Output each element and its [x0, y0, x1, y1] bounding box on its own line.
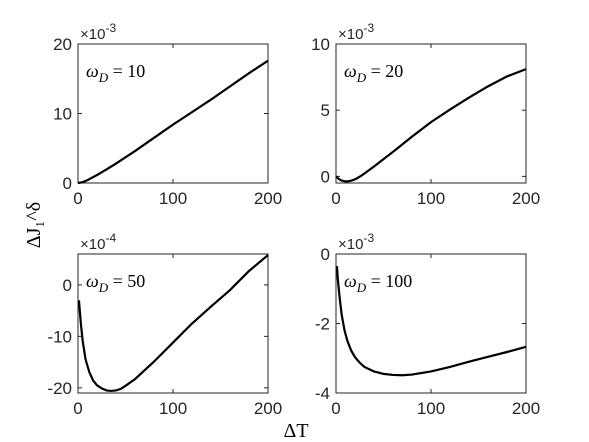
axes-frame — [77, 43, 269, 184]
axis-exponent-label: ×10-3 — [338, 21, 374, 43]
x-tick-label: 200 — [254, 189, 282, 208]
y-tick-label: -2 — [315, 315, 330, 334]
panel-omega-20: 0 100 200 0 5 10 ×10-3 ωD = 20 — [311, 21, 540, 208]
y-tick-label: 10 — [53, 105, 72, 124]
y-axis-label: ΔJ₁^δ — [23, 202, 45, 248]
series-line — [335, 266, 527, 377]
panel-annotation: ωD = 100 — [344, 271, 412, 295]
x-axis-label: ΔT — [283, 420, 308, 442]
axis-exponent-label: ×10-4 — [80, 231, 116, 253]
x-tick-label: 100 — [159, 189, 187, 208]
axes-frame — [335, 43, 527, 184]
x-tick-label: 100 — [417, 189, 445, 208]
y-tick-label: 10 — [311, 35, 330, 54]
x-tick-label: 0 — [73, 399, 82, 418]
series-line — [335, 68, 527, 183]
x-tick-label: 0 — [331, 189, 340, 208]
axes-frame — [77, 253, 269, 394]
y-tick-label: 0 — [321, 167, 330, 186]
x-tick-label: 200 — [512, 189, 540, 208]
y-tick-label: -10 — [47, 327, 72, 346]
panel-omega-100: 0 100 200 -4 -2 0 ×10-3 ωD = 100 — [315, 231, 540, 418]
x-tick-label: 0 — [73, 189, 82, 208]
svg-text:ΔJ₁^δ: ΔJ₁^δ — [23, 202, 45, 248]
x-tick-label: 100 — [417, 399, 445, 418]
y-tick-label: -4 — [315, 384, 330, 403]
x-tick-label: 100 — [159, 399, 187, 418]
x-tick-label: 200 — [254, 399, 282, 418]
series-line — [77, 254, 269, 393]
y-tick-label: -20 — [47, 379, 72, 398]
panel-omega-10: 0 100 200 0 10 20 ×10-3 ωD = 10 — [53, 21, 282, 208]
panel-annotation: ωD = 20 — [344, 61, 403, 85]
panel-omega-50: 0 100 200 -20 -10 0 ×10-4 ωD = 50 — [47, 231, 282, 418]
axis-exponent-label: ×10-3 — [338, 231, 374, 253]
panel-annotation: ωD = 50 — [86, 271, 145, 295]
axis-exponent-label: ×10-3 — [80, 21, 116, 43]
series-line — [77, 59, 269, 185]
panel-annotation: ωD = 10 — [86, 61, 145, 85]
x-tick-label: 0 — [331, 399, 340, 418]
y-tick-label: 0 — [63, 174, 72, 193]
y-tick-label: 5 — [321, 101, 330, 120]
y-tick-label: 0 — [321, 245, 330, 264]
x-tick-label: 200 — [512, 399, 540, 418]
y-tick-label: 20 — [53, 35, 72, 54]
y-tick-label: 0 — [63, 276, 72, 295]
